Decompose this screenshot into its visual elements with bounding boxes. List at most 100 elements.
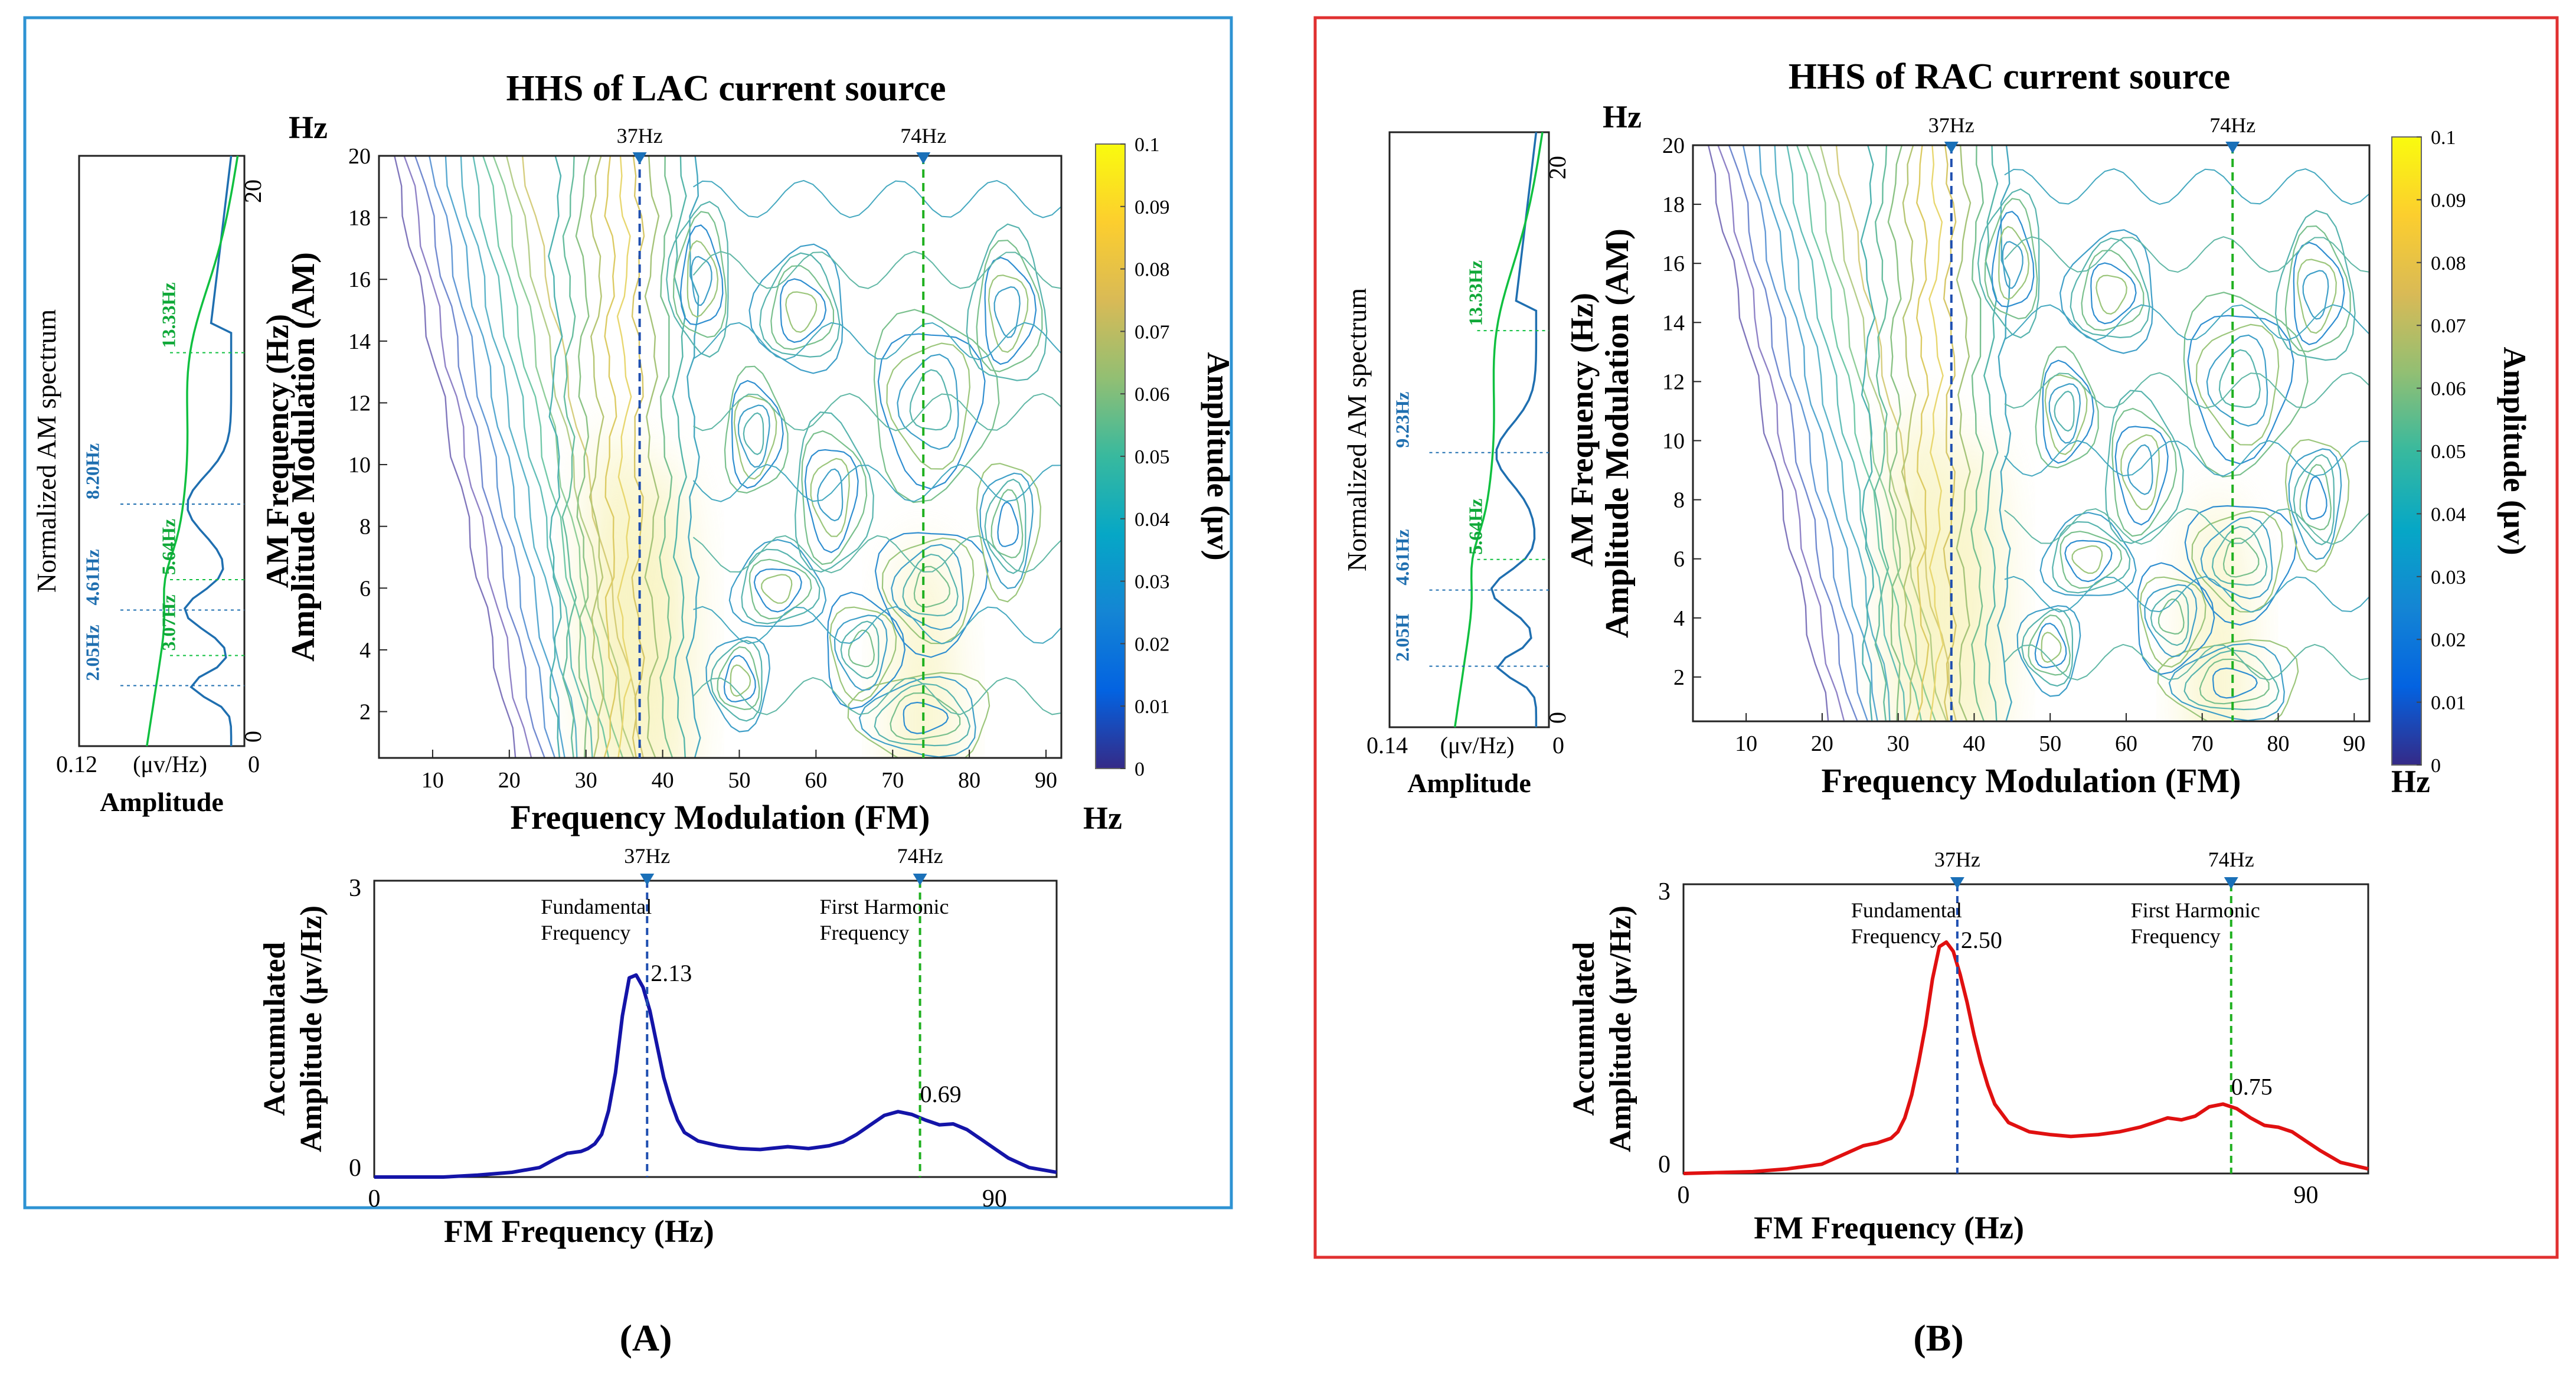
hhs-y-tick-label: 10: [1662, 429, 1685, 454]
chart-title: HHS of LAC current source: [506, 68, 946, 109]
hhs-contour-line: [997, 501, 1019, 547]
hhs-contour-line: [902, 553, 959, 617]
hhs-contour-line: [685, 156, 701, 758]
hhs-contour-line: [692, 179, 1061, 218]
hhs-contour-line: [984, 478, 1027, 574]
hhs-contour-line: [2157, 639, 2299, 721]
hhs-contour-line: [748, 558, 812, 620]
hhs-contour-line: [2206, 334, 2268, 427]
accumulated-x-tick-1: 90: [982, 1185, 1007, 1212]
hhs-marker-triangle-0: [1944, 142, 1959, 153]
hhs-contour-line: [429, 156, 556, 758]
hhs-contour-line: [522, 156, 645, 758]
hhs-contour-line: [728, 539, 827, 627]
hhs-contour-line: [603, 156, 617, 758]
accumulated-x-label: FM Frequency (Hz): [444, 1214, 714, 1249]
hhs-contour-line: [1835, 145, 1957, 721]
peak-harmonic-value: 0.75: [2231, 1073, 2273, 1100]
hhs-contour-line: [2104, 390, 2184, 544]
hhs-contour-line: [2288, 448, 2342, 560]
harmonic-label-line2: Frequency: [820, 921, 910, 944]
hhs-contour-line: [2183, 292, 2309, 478]
hhs-y-tick-label: 2: [359, 700, 371, 725]
am-amp-max-label: 0.12: [56, 751, 97, 777]
am-green-label-1: 5.64Hz: [158, 519, 179, 575]
hhs-contour-line: [2293, 454, 2335, 545]
hhs-contour-line: [891, 544, 964, 630]
hhs-contour-line: [2120, 434, 2160, 511]
hhs-contour-line: [1984, 198, 2038, 320]
hhs-contour-line: [2004, 576, 2369, 613]
hhs-y-unit: Hz: [289, 110, 328, 145]
hhs-contour-line: [2218, 349, 2261, 408]
accumulated-curve: [374, 973, 1057, 1179]
hhs-contour-line: [2157, 598, 2185, 635]
hhs-contour-line: [1928, 145, 1944, 721]
am-blue-curve: [1490, 132, 1538, 727]
hhs-y-tick-label: 18: [348, 206, 371, 231]
hhs-frame: [1692, 144, 2371, 723]
hhs-contour-line: [724, 365, 789, 494]
hhs-y-tick-label: 6: [359, 576, 371, 601]
hhs-contour-line: [741, 548, 820, 625]
hhs-contour-line: [2081, 250, 2145, 331]
accumulated-y-tick-0: 3: [1658, 878, 1671, 905]
hhs-contour-line: [785, 291, 818, 333]
hhs-contour-line: [2274, 210, 2356, 361]
hhs-x-tick-label: 30: [1887, 731, 1910, 756]
accumulated-marker-label-1: 74Hz: [2208, 848, 2254, 871]
hhs-contour-line: [759, 252, 841, 358]
am-y-top-label: 20: [240, 179, 266, 203]
hhs-contour-line: [472, 156, 593, 758]
hhs-peak-glow-2: [2186, 492, 2248, 721]
hhs-contour-line: [730, 664, 751, 697]
hhs-frame: [378, 155, 1063, 759]
fundamental-label-line1: Fundamental: [541, 895, 652, 918]
accumulated-y-tick-0: 3: [349, 875, 361, 902]
hhs-contour-line: [2284, 439, 2350, 573]
contour-field: [1707, 145, 2369, 721]
accumulated-frame: [1682, 883, 2369, 1175]
hhs-contour-line: [2199, 658, 2270, 705]
hhs-y-unit: Hz: [1603, 99, 1642, 135]
am-amp-unit-label: (μv/Hz): [133, 751, 207, 777]
hhs-contour-line: [693, 606, 1061, 645]
hhs-contour-line: [644, 156, 660, 758]
hhs-contour-line: [2004, 508, 2369, 545]
hhs-contour-line: [2059, 229, 2153, 354]
hhs-contour-line: [966, 223, 1048, 381]
hhs-contour-line: [460, 156, 578, 758]
hhs-contour-line: [2004, 372, 2369, 409]
hhs-contour-line: [2044, 374, 2088, 455]
hhs-contour-line: [2187, 315, 2294, 465]
hhs-contour-line: [988, 274, 1029, 353]
hhs-contour-line: [993, 286, 1021, 338]
hhs-contour-line: [847, 672, 990, 758]
hhs-contour-line: [2039, 512, 2137, 596]
hhs-y-tick-label: 16: [1662, 251, 1685, 276]
hhs-contour-line: [444, 156, 565, 758]
hhs-x-tick-label: 40: [1963, 731, 1985, 756]
hhs-contour-line: [666, 201, 729, 358]
hhs-contour-line: [1860, 145, 1876, 721]
hhs-contour-line: [692, 322, 1061, 361]
hhs-contour-line: [1819, 145, 1947, 721]
am-y-bottom-label: 0: [1544, 712, 1571, 724]
hhs-contour-line: [858, 676, 976, 758]
hhs-x-tick-label: 10: [421, 768, 444, 793]
colorbar-tick-label: 0.02: [2431, 629, 2466, 651]
hhs-peak-glow-1: [632, 457, 694, 758]
am-blue-label-2: 9.23Hz: [1391, 392, 1413, 448]
hhs-contour-line: [909, 369, 952, 431]
hhs-contour-line: [548, 156, 563, 758]
hhs-contour-line: [589, 156, 604, 758]
hhs-contour-line: [873, 309, 1000, 504]
hhs-x-tick-label: 60: [805, 768, 827, 793]
hhs-marker-label-0: 37Hz: [1928, 113, 1975, 137]
hhs-contour-line: [829, 606, 897, 702]
hhs-contour-line: [1991, 211, 2035, 308]
hhs-y-tick-label: 20: [348, 144, 371, 169]
hhs-contour-line: [659, 156, 674, 758]
